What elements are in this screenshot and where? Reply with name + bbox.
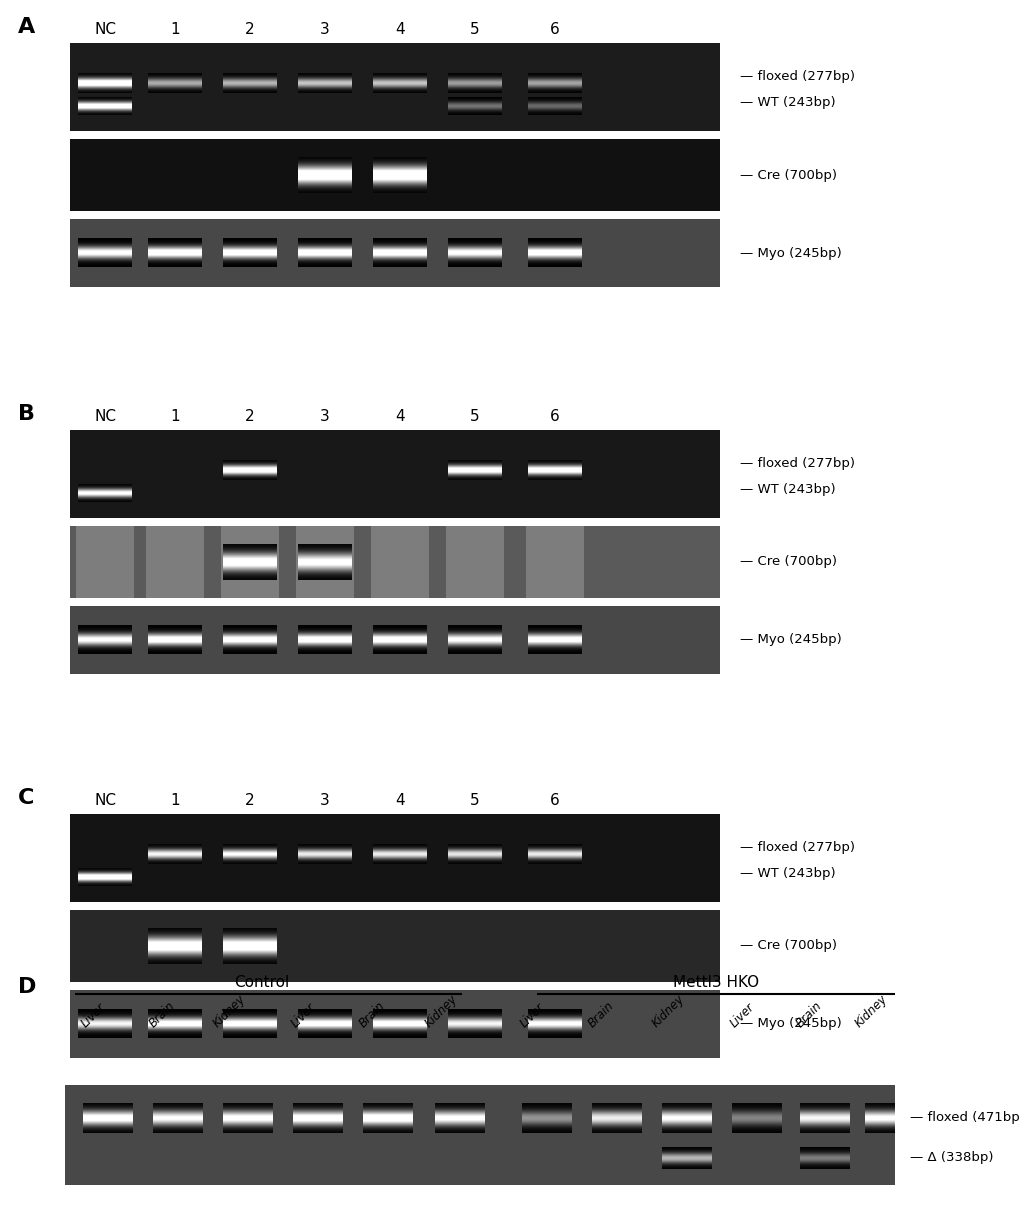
Text: 6: 6	[549, 793, 559, 808]
Text: — floxed (277bp): — floxed (277bp)	[739, 70, 854, 83]
Text: — Cre (700bp): — Cre (700bp)	[739, 555, 837, 568]
Text: Kidney: Kidney	[210, 993, 248, 1030]
Text: Control: Control	[234, 974, 289, 990]
Text: C: C	[18, 788, 35, 808]
Text: 5: 5	[470, 22, 479, 37]
Text: Brain: Brain	[147, 999, 178, 1030]
Text: — Δ (338bp): — Δ (338bp)	[909, 1151, 993, 1164]
Text: 4: 4	[394, 22, 405, 37]
Text: 2: 2	[245, 409, 255, 424]
Text: NC: NC	[94, 793, 116, 808]
Text: Kidney: Kidney	[649, 993, 687, 1030]
Text: 1: 1	[170, 22, 179, 37]
Text: Liver: Liver	[78, 1000, 108, 1030]
Text: 4: 4	[394, 793, 405, 808]
Text: 2: 2	[245, 22, 255, 37]
Text: — Myo (245bp): — Myo (245bp)	[739, 1018, 841, 1030]
Text: 3: 3	[320, 793, 329, 808]
Text: B: B	[18, 404, 35, 424]
Text: Liver: Liver	[727, 1000, 756, 1030]
Text: 5: 5	[470, 793, 479, 808]
Text: — WT (243bp): — WT (243bp)	[739, 484, 835, 497]
Text: — floxed (277bp): — floxed (277bp)	[739, 841, 854, 854]
Text: 6: 6	[549, 409, 559, 424]
Text: NC: NC	[94, 22, 116, 37]
Text: — Cre (700bp): — Cre (700bp)	[739, 939, 837, 953]
Text: — Myo (245bp): — Myo (245bp)	[739, 247, 841, 260]
Text: — Myo (245bp): — Myo (245bp)	[739, 634, 841, 647]
Text: — floxed (471bp): — floxed (471bp)	[909, 1111, 1019, 1124]
Text: 1: 1	[170, 793, 179, 808]
Text: Brain: Brain	[793, 999, 824, 1030]
Text: 6: 6	[549, 22, 559, 37]
Text: — floxed (277bp): — floxed (277bp)	[739, 457, 854, 470]
Text: 3: 3	[320, 409, 329, 424]
Text: A: A	[18, 17, 36, 37]
Text: Brain: Brain	[357, 999, 387, 1030]
Text: NC: NC	[94, 409, 116, 424]
Text: 2: 2	[245, 793, 255, 808]
Text: Brain: Brain	[585, 999, 616, 1030]
Text: — WT (243bp): — WT (243bp)	[739, 867, 835, 880]
Text: 5: 5	[470, 409, 479, 424]
Text: 4: 4	[394, 409, 405, 424]
Text: 1: 1	[170, 409, 179, 424]
Text: Liver: Liver	[517, 1000, 546, 1030]
Text: Liver: Liver	[288, 1000, 318, 1030]
Text: 3: 3	[320, 22, 329, 37]
Text: Mettl3 HKO: Mettl3 HKO	[673, 974, 758, 990]
Text: — WT (243bp): — WT (243bp)	[739, 97, 835, 109]
Text: — Cre (700bp): — Cre (700bp)	[739, 168, 837, 181]
Text: D: D	[18, 977, 37, 997]
Text: Kidney: Kidney	[422, 993, 460, 1030]
Text: Kidney: Kidney	[852, 993, 890, 1030]
